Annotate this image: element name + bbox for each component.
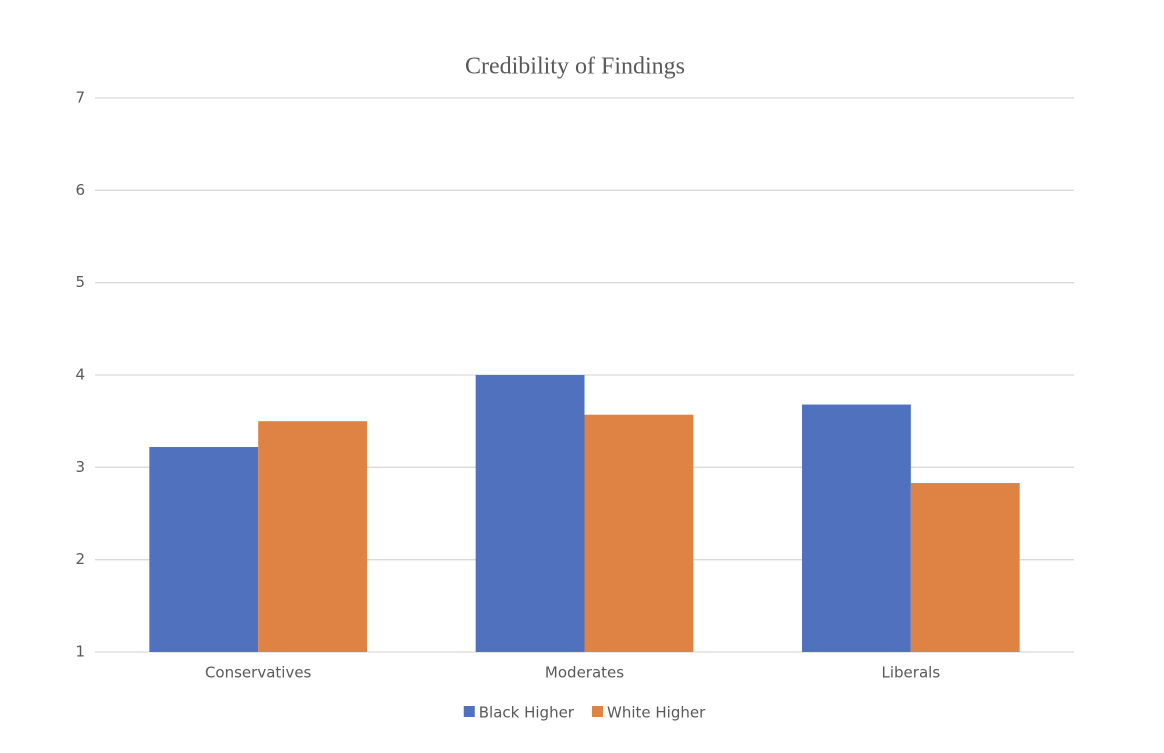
y-tick-label: 1 [75,643,85,661]
legend-label: Black Higher [479,704,575,722]
bar [802,404,911,652]
legend-label: White Higher [607,704,706,722]
y-tick-label: 4 [75,366,85,384]
y-tick-label: 2 [75,550,85,568]
bar [149,447,259,652]
bar [910,483,1020,652]
x-tick-label: Moderates [545,664,624,682]
x-tick-label: Liberals [882,664,941,682]
bar [584,414,694,652]
y-tick-label: 3 [75,458,85,476]
bar [475,375,585,652]
y-tick-label: 5 [75,273,85,291]
y-tick-label: 7 [75,89,85,107]
chart-title: Credibility of Findings [465,54,685,80]
y-tick-label: 6 [75,181,85,199]
x-tick-label: Conservatives [205,664,312,682]
legend-swatch [591,706,603,717]
legend-swatch [463,706,475,717]
bar [258,421,367,652]
